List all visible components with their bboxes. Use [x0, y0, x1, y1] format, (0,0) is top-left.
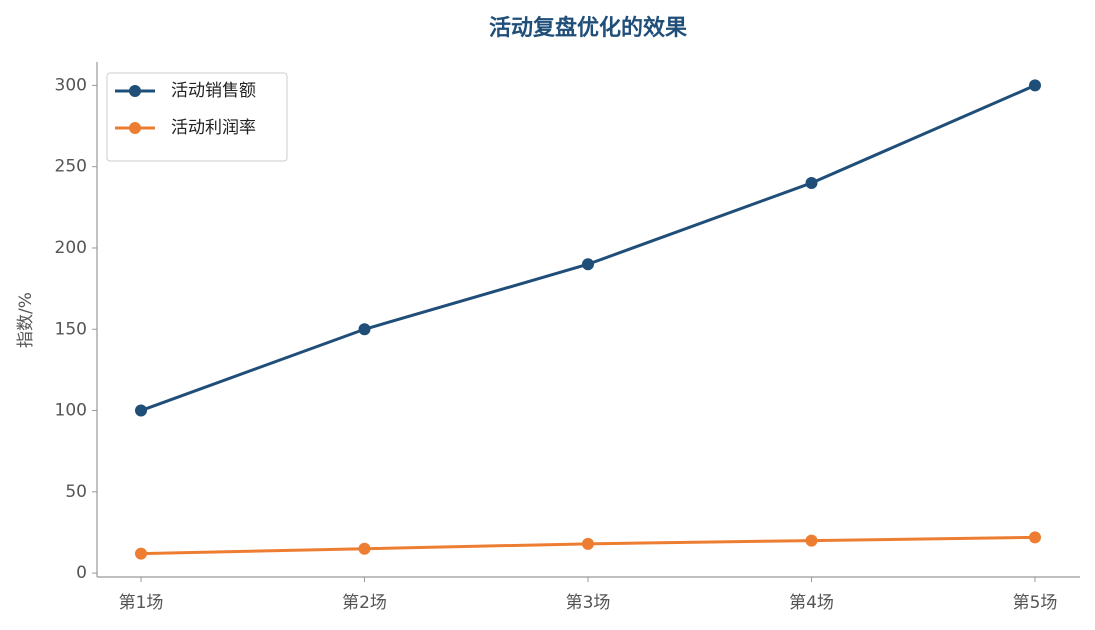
y-tick-label: 300: [55, 75, 87, 95]
legend-box: [106, 72, 288, 162]
data-point: [358, 542, 371, 555]
y-axis-label: 指数/%: [16, 292, 36, 348]
y-tick-label: 100: [55, 401, 87, 421]
legend-marker: [129, 85, 141, 97]
data-point: [135, 404, 147, 417]
legend-label: 活动利润率: [171, 118, 256, 138]
data-point: [805, 534, 818, 547]
chart-title: 活动复盘优化的效果: [489, 15, 687, 41]
data-point: [1029, 531, 1041, 544]
y-tick-label: 0: [76, 563, 87, 583]
data-point: [1029, 79, 1041, 92]
x-tick-label: 第1场: [119, 593, 164, 613]
x-tick-label: 第3场: [566, 593, 611, 613]
data-point: [135, 547, 147, 560]
legend-marker: [129, 122, 141, 134]
legend-label: 活动销售额: [171, 81, 256, 101]
x-tick-label: 第4场: [789, 593, 834, 613]
y-tick-label: 250: [55, 157, 87, 177]
data-point: [582, 537, 594, 550]
x-tick-label: 第5场: [1013, 593, 1058, 613]
data-point: [358, 323, 371, 336]
y-tick-label: 50: [65, 482, 87, 502]
y-tick-label: 150: [55, 319, 87, 339]
x-tick-label: 第2场: [342, 593, 387, 613]
data-point: [805, 176, 818, 189]
data-point: [582, 258, 594, 271]
y-tick-label: 200: [55, 238, 87, 258]
